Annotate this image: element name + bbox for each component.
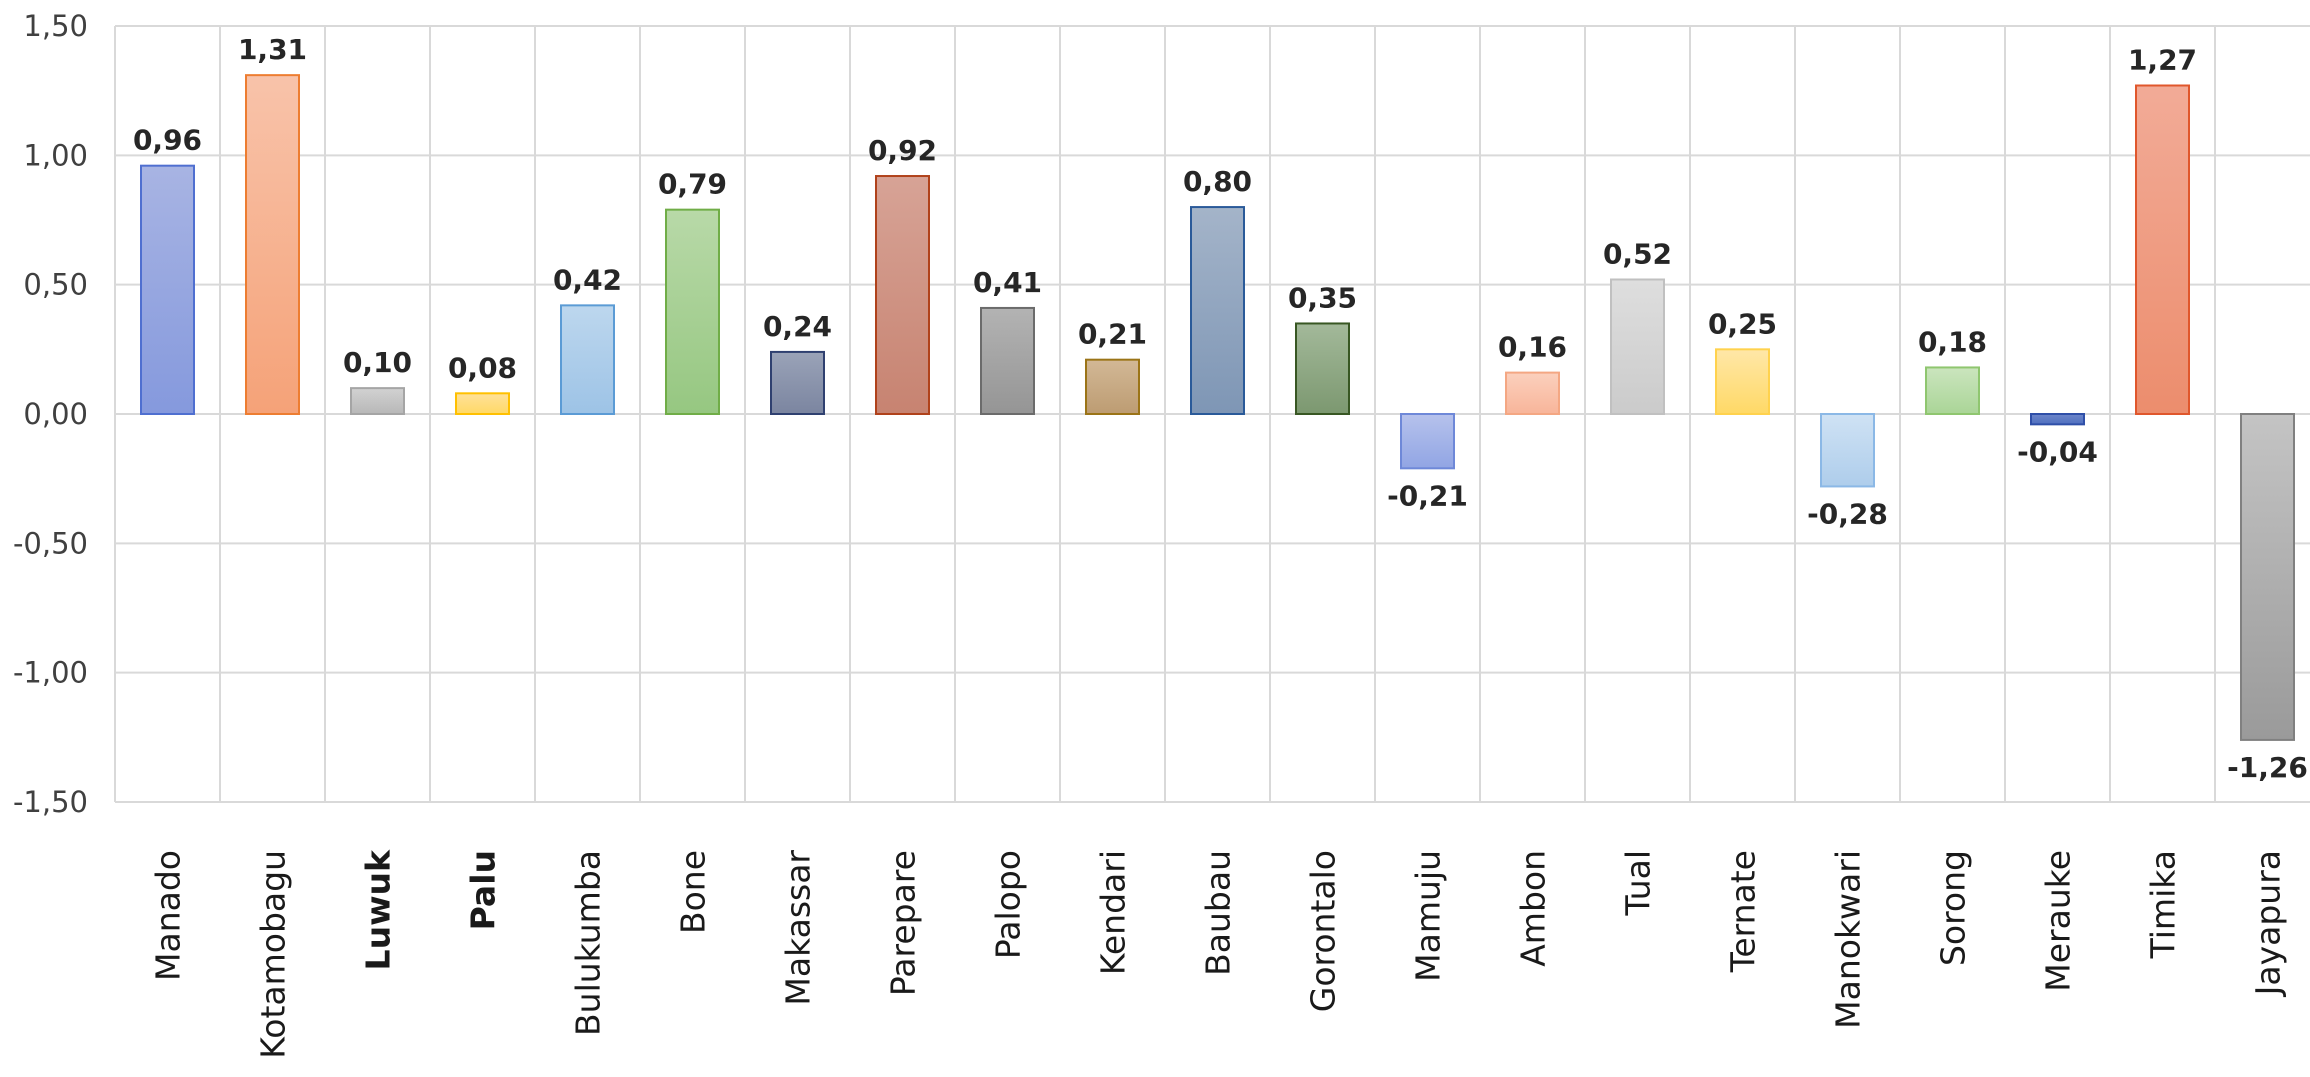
data-label-bulukumba: 0,42 [553,263,622,296]
data-label-palu: 0,08 [448,351,517,384]
x-tick-label-timika: Timika [2144,850,2183,959]
x-tick-label-mamuju: Mamuju [1409,850,1448,982]
data-label-palopo: 0,41 [973,266,1042,299]
x-tick-label-tual: Tual [1619,850,1658,916]
y-tick-label: -1,00 [13,656,88,690]
data-label-parepare: 0,92 [868,134,937,167]
y-tick-label: 0,50 [23,268,88,302]
data-label-jayapura: -1,26 [2227,751,2308,784]
bar-kendari [1085,358,1140,415]
data-label-bone: 0,79 [658,168,727,201]
bar-parepare [875,175,930,415]
data-label-tual: 0,52 [1603,237,1672,270]
x-tick-label-bulukumba: Bulukumba [569,850,608,1036]
y-tick-label: 1,50 [23,9,88,43]
x-tick-label-ambon: Ambon [1514,850,1553,967]
data-label-baubau: 0,80 [1183,165,1252,198]
data-label-mamuju: -0,21 [1387,479,1468,512]
data-label-ambon: 0,16 [1498,331,1567,364]
x-tick-label-kotamobagu: Kotamobagu [254,850,293,1059]
bar-luwuk [350,387,405,415]
data-label-timika: 1,27 [2128,43,2197,76]
bar-bulukumba [560,304,615,415]
x-tick-label-palu: Palu [464,850,503,930]
bar-bone [665,208,720,415]
data-labels: 0,96 1,31 0,10 0,08 0,42 0,79 0,24 0,92 0,41 0,21… [133,33,2308,784]
bar-manokwari [1820,413,1875,488]
x-tick-label-luwuk: Luwuk [359,849,398,971]
bar-merauke [2030,413,2085,426]
bar-mamuju [1400,413,1455,470]
x-tick-label-merauke: Merauke [2039,850,2078,992]
data-label-kotamobagu: 1,31 [238,33,307,66]
bar-ternate [1715,348,1770,416]
bar-kotamobagu [245,74,300,415]
x-tick-label-manokwari: Manokwari [1829,850,1868,1029]
y-tick-label: -1,50 [13,785,88,819]
x-tick-label-palopo: Palopo [989,850,1028,959]
bar-timika [2135,84,2190,415]
y-tick-label: -0,50 [13,526,88,560]
x-tick-label-gorontalo: Gorontalo [1304,850,1343,1012]
data-label-manado: 0,96 [133,124,202,157]
x-tick-label-makassar: Makassar [779,850,818,1006]
bar-palu [455,392,510,416]
bar-palopo [980,306,1035,415]
data-label-sorong: 0,18 [1918,325,1987,358]
data-label-ternate: 0,25 [1708,307,1777,340]
x-tick-label-manado: Manado [149,850,188,981]
x-tick-label-ternate: Ternate [1724,850,1763,973]
bar-baubau [1190,206,1245,415]
x-tick-label-parepare: Parepare [884,850,923,996]
bar-manado [140,164,195,415]
bar-tual [1610,278,1665,416]
data-label-kendari: 0,21 [1078,318,1147,351]
data-label-merauke: -0,04 [2017,435,2098,468]
bar-makassar [770,350,825,416]
bars [140,74,2295,741]
data-label-luwuk: 0,10 [343,346,412,379]
y-tick-label: 1,00 [23,138,88,172]
x-tick-label-sorong: Sorong [1934,850,1973,966]
bar-sorong [1925,366,1980,416]
y-axis-ticks: 1,50 1,00 0,50 0,00 -0,50 -1,00 -1,50 [13,9,88,819]
gridlines [114,25,2310,803]
y-tick-label: 0,00 [23,397,88,431]
x-tick-label-bone: Bone [674,850,713,934]
bar-ambon [1505,371,1560,416]
bar-gorontalo [1295,322,1350,416]
x-tick-label-baubau: Baubau [1199,850,1238,976]
x-axis-ticks: Manado Kotamobagu Luwuk Palu Bulukumba Bone Ma… [149,849,2288,1059]
x-tick-label-kendari: Kendari [1094,850,1133,975]
data-label-gorontalo: 0,35 [1288,281,1357,314]
data-label-makassar: 0,24 [763,310,832,343]
x-tick-label-jayapura: Jayapura [2249,850,2288,997]
data-label-manokwari: -0,28 [1807,497,1888,530]
bar-jayapura [2240,413,2295,741]
